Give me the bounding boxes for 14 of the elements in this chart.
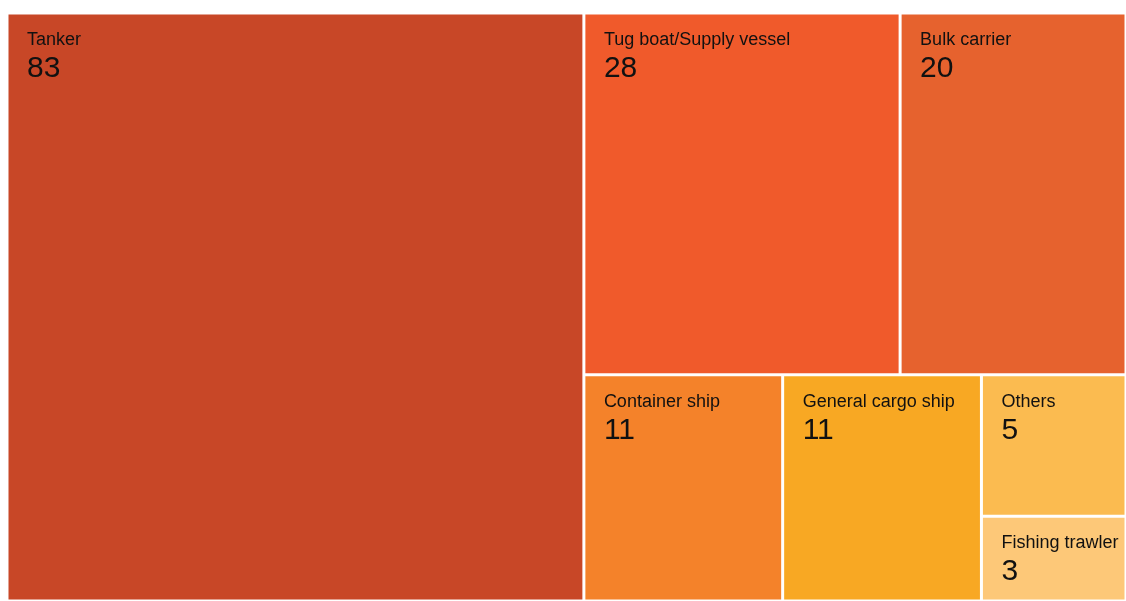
data-label: 11: [802, 411, 834, 445]
category-label: Tug boat/Supply vessel: [603, 29, 791, 49]
category-label: Container ship: [603, 390, 720, 411]
data-label: 3: [1001, 553, 1019, 587]
category-label: Fishing trawler: [1001, 532, 1119, 553]
category-label: General cargo ship: [802, 390, 955, 411]
data-label: 5: [1001, 411, 1019, 445]
category-label: Bulk carrier: [920, 29, 1012, 49]
category-label: Others: [1001, 390, 1056, 411]
category-label: Tanker: [27, 29, 82, 49]
data-label: 20: [920, 50, 954, 83]
data-label: 83: [27, 50, 61, 83]
data-label: 28: [603, 50, 638, 83]
data-label: 11: [603, 411, 636, 445]
